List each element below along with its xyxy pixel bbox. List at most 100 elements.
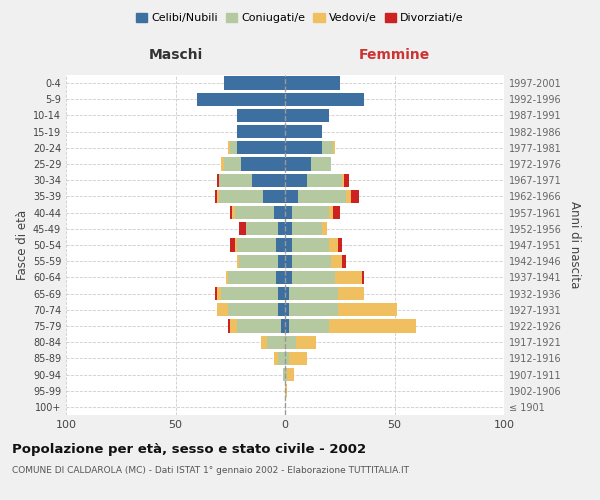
Bar bbox=[221, 158, 224, 170]
Bar bbox=[351, 190, 359, 203]
Bar bbox=[237, 238, 276, 252]
Bar bbox=[285, 352, 289, 365]
Bar bbox=[217, 287, 221, 300]
Bar bbox=[226, 270, 228, 284]
Bar bbox=[285, 190, 298, 203]
Bar bbox=[230, 141, 237, 154]
Bar bbox=[283, 368, 285, 381]
Bar bbox=[333, 141, 335, 154]
Bar bbox=[276, 270, 285, 284]
Bar bbox=[197, 92, 285, 106]
Bar bbox=[329, 206, 333, 220]
Bar bbox=[237, 254, 239, 268]
Bar bbox=[217, 174, 220, 187]
Bar bbox=[261, 336, 268, 349]
Bar bbox=[285, 76, 340, 90]
Bar bbox=[285, 174, 307, 187]
Bar bbox=[329, 238, 338, 252]
Text: Femmine: Femmine bbox=[359, 48, 430, 62]
Bar bbox=[292, 206, 329, 220]
Bar bbox=[285, 368, 287, 381]
Bar bbox=[235, 206, 274, 220]
Bar bbox=[245, 222, 278, 235]
Bar bbox=[219, 174, 252, 187]
Bar bbox=[278, 222, 285, 235]
Bar bbox=[278, 287, 285, 300]
Bar bbox=[285, 92, 364, 106]
Bar bbox=[237, 109, 285, 122]
Bar bbox=[239, 222, 245, 235]
Bar bbox=[237, 141, 285, 154]
Bar bbox=[338, 238, 342, 252]
Bar bbox=[228, 141, 230, 154]
Bar bbox=[344, 174, 349, 187]
Bar bbox=[278, 352, 285, 365]
Bar bbox=[252, 174, 285, 187]
Bar bbox=[289, 352, 307, 365]
Bar bbox=[292, 222, 322, 235]
Bar bbox=[274, 206, 285, 220]
Bar bbox=[276, 238, 285, 252]
Bar bbox=[215, 287, 217, 300]
Y-axis label: Fasce di età: Fasce di età bbox=[16, 210, 29, 280]
Bar bbox=[217, 190, 220, 203]
Bar bbox=[285, 287, 289, 300]
Bar bbox=[289, 320, 329, 332]
Bar bbox=[237, 125, 285, 138]
Bar bbox=[285, 254, 292, 268]
Bar bbox=[232, 206, 235, 220]
Bar bbox=[215, 190, 217, 203]
Bar bbox=[289, 303, 338, 316]
Bar bbox=[285, 206, 292, 220]
Text: Popolazione per età, sesso e stato civile - 2002: Popolazione per età, sesso e stato civil… bbox=[12, 442, 366, 456]
Bar bbox=[228, 320, 230, 332]
Text: Maschi: Maschi bbox=[148, 48, 203, 62]
Bar bbox=[230, 320, 237, 332]
Bar bbox=[285, 109, 329, 122]
Bar bbox=[228, 270, 276, 284]
Bar bbox=[333, 206, 340, 220]
Bar bbox=[235, 238, 237, 252]
Bar bbox=[296, 336, 316, 349]
Bar bbox=[322, 141, 333, 154]
Bar bbox=[224, 76, 285, 90]
Bar bbox=[263, 190, 285, 203]
Bar bbox=[285, 270, 292, 284]
Bar bbox=[230, 238, 235, 252]
Bar bbox=[285, 320, 289, 332]
Bar bbox=[224, 158, 241, 170]
Bar bbox=[278, 254, 285, 268]
Bar bbox=[331, 254, 342, 268]
Bar bbox=[220, 190, 263, 203]
Bar bbox=[287, 368, 294, 381]
Bar bbox=[307, 174, 342, 187]
Text: COMUNE DI CALDAROLA (MC) - Dati ISTAT 1° gennaio 2002 - Elaborazione TUTTITALIA.: COMUNE DI CALDAROLA (MC) - Dati ISTAT 1°… bbox=[12, 466, 409, 475]
Bar bbox=[285, 141, 322, 154]
Bar bbox=[292, 238, 329, 252]
Bar bbox=[342, 174, 344, 187]
Bar bbox=[322, 222, 326, 235]
Bar bbox=[285, 238, 292, 252]
Bar bbox=[292, 254, 331, 268]
Bar bbox=[292, 270, 335, 284]
Bar bbox=[338, 303, 397, 316]
Bar bbox=[221, 287, 278, 300]
Bar bbox=[230, 206, 232, 220]
Bar bbox=[285, 158, 311, 170]
Bar bbox=[278, 303, 285, 316]
Bar bbox=[285, 222, 292, 235]
Bar bbox=[268, 336, 285, 349]
Bar bbox=[298, 190, 346, 203]
Bar bbox=[311, 158, 331, 170]
Bar bbox=[274, 352, 278, 365]
Bar bbox=[329, 320, 416, 332]
Bar bbox=[285, 336, 296, 349]
Legend: Celibi/Nubili, Coniugati/e, Vedovi/e, Divorziati/e: Celibi/Nubili, Coniugati/e, Vedovi/e, Di… bbox=[134, 10, 466, 26]
Y-axis label: Anni di nascita: Anni di nascita bbox=[568, 202, 581, 288]
Bar bbox=[338, 287, 364, 300]
Bar bbox=[285, 125, 322, 138]
Bar bbox=[281, 320, 285, 332]
Bar bbox=[342, 254, 346, 268]
Bar bbox=[346, 190, 350, 203]
Bar bbox=[362, 270, 364, 284]
